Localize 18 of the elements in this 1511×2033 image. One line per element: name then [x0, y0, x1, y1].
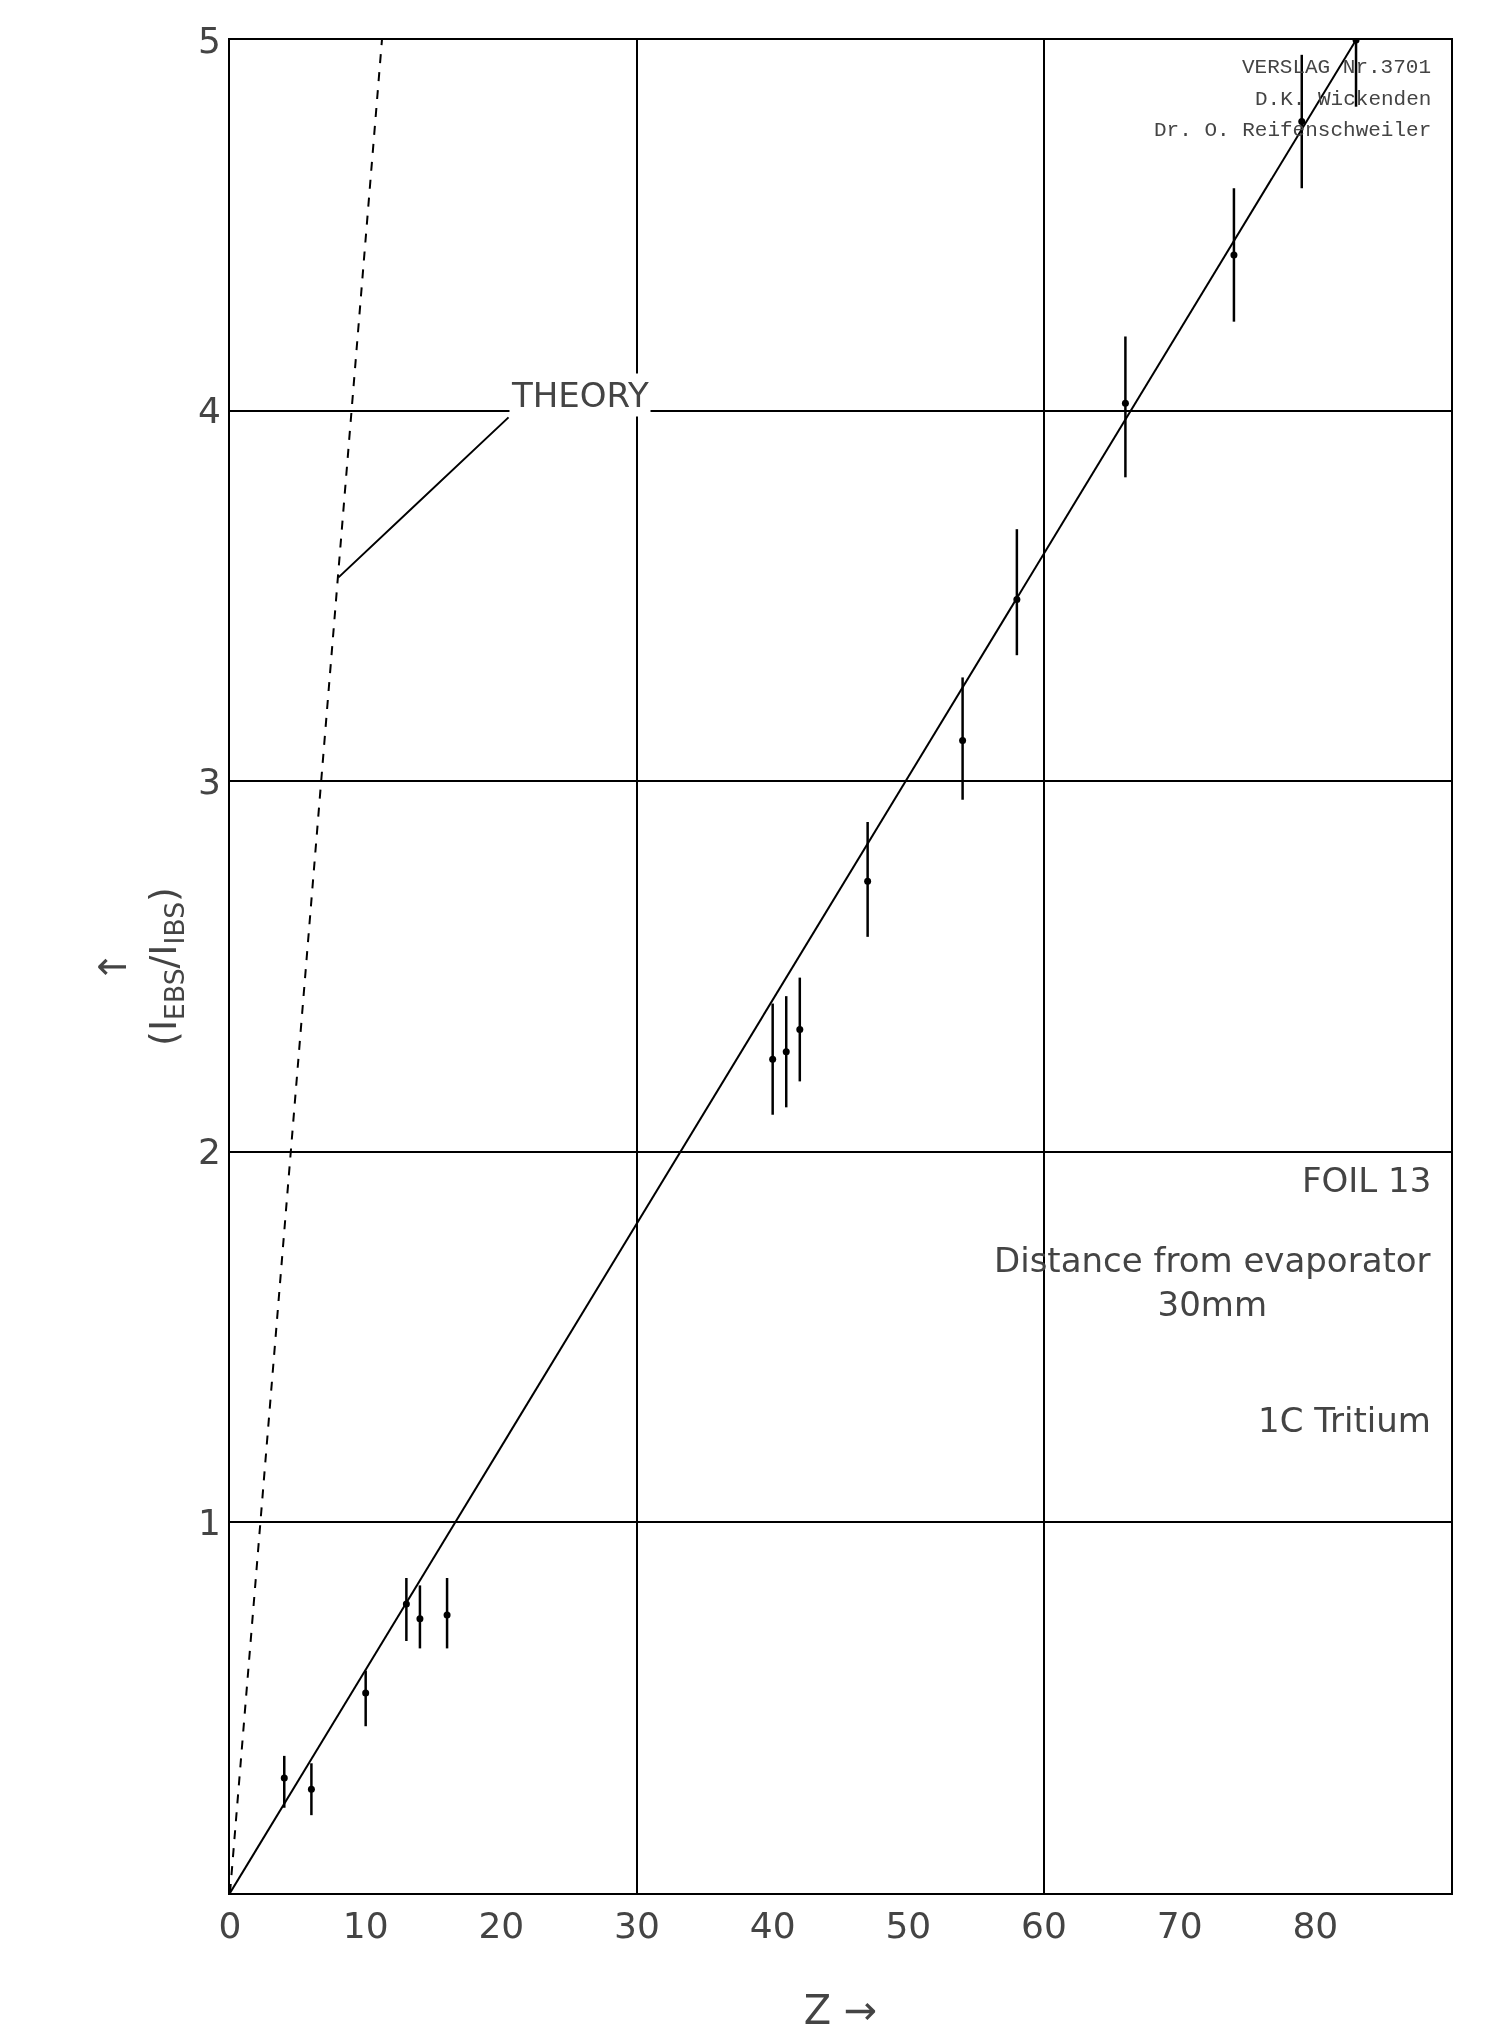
x-tick-label: 80 — [1292, 1905, 1339, 1947]
annotation: 1C Tritium — [1258, 1400, 1431, 1440]
x-tick-label: 30 — [614, 1905, 660, 1947]
y-tick-label: 4 — [197, 390, 221, 432]
y-tick-label: 3 — [197, 760, 221, 802]
x-tick-label: 0 — [218, 1905, 242, 1947]
x-tick-label: 70 — [1156, 1905, 1203, 1947]
x-tick-label: 20 — [478, 1905, 525, 1947]
y-tick-label: 1 — [197, 1502, 221, 1543]
x-tick-label: 40 — [749, 1905, 796, 1947]
x-tick-label: 10 — [342, 1905, 389, 1947]
x-axis-title: Z → — [803, 1987, 878, 2033]
annotation: THEORY — [511, 375, 650, 415]
y-tick-label: 5 — [197, 19, 221, 61]
annotation: FOIL 13 — [1302, 1160, 1432, 1200]
y-tick-label: 2 — [197, 1131, 221, 1173]
x-tick-label: 60 — [1021, 1905, 1067, 1947]
x-tick-label: 50 — [885, 1905, 932, 1947]
